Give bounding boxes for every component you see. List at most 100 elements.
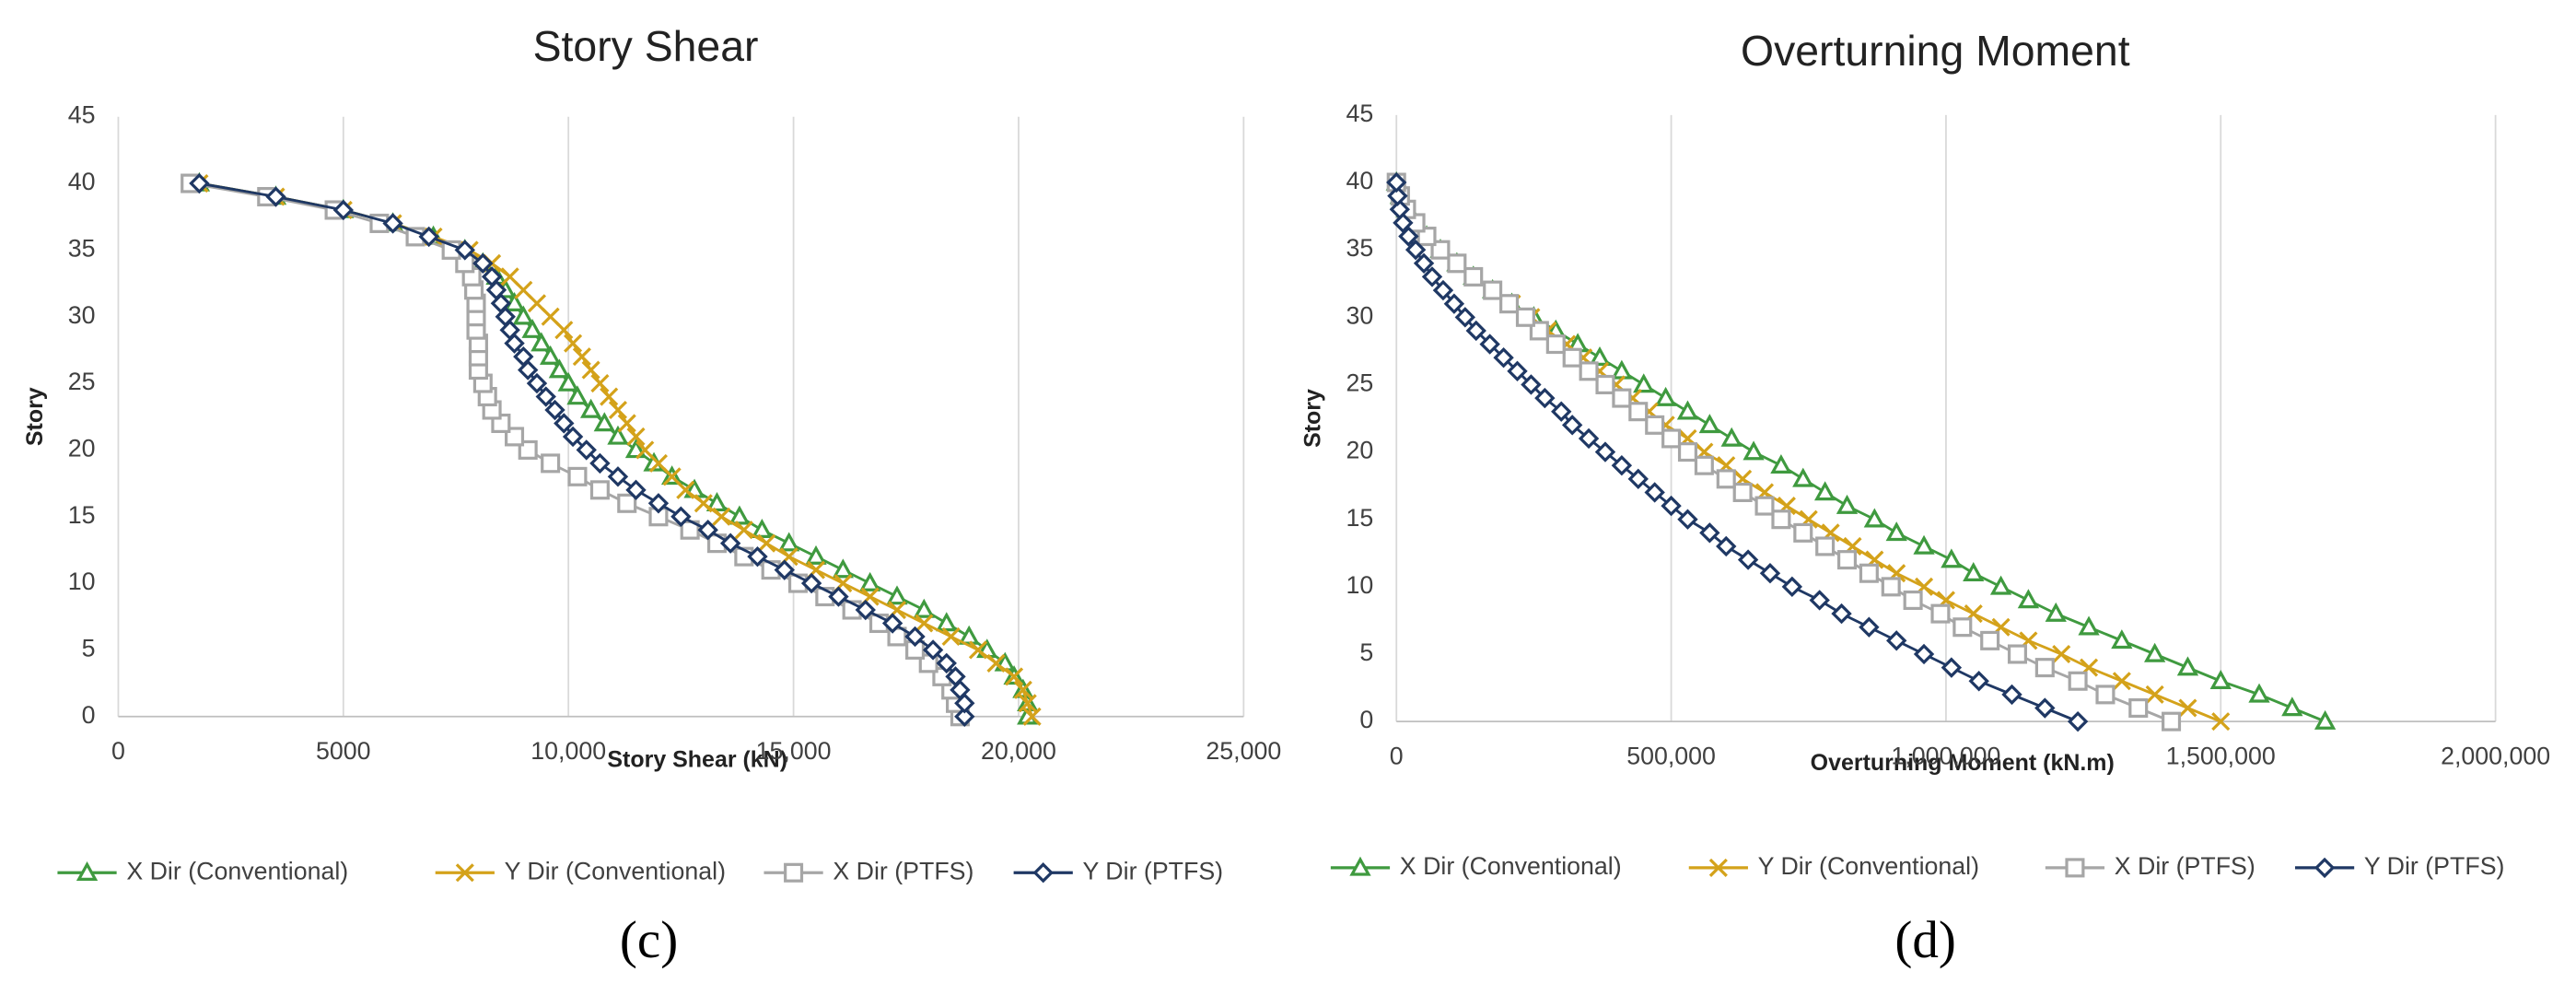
- marker: [1013, 680, 1032, 699]
- marker: [512, 305, 534, 325]
- marker: [2209, 670, 2232, 689]
- marker: [1699, 522, 1720, 544]
- y-tick-label: 25: [1346, 369, 1373, 397]
- y-tick-label: 20: [68, 434, 96, 462]
- marker: [2128, 697, 2149, 719]
- marker: [189, 172, 210, 194]
- marker: [1694, 455, 1714, 475]
- marker: [1562, 347, 1582, 368]
- marker: [2111, 629, 2133, 650]
- x-tick-label: 1,500,000: [2166, 742, 2276, 769]
- marker: [904, 626, 926, 648]
- marker: [2034, 658, 2055, 678]
- marker: [1720, 427, 1743, 447]
- marker: [1465, 320, 1486, 342]
- marker: [1831, 603, 1852, 625]
- marker: [1771, 509, 1791, 530]
- marker: [1578, 427, 1600, 450]
- marker: [617, 493, 637, 513]
- y-tick-label: 45: [1346, 100, 1373, 127]
- y-axis-label: Story: [1300, 389, 1326, 448]
- marker: [1963, 562, 1985, 581]
- y-tick-label: 15: [68, 501, 96, 529]
- marker: [915, 614, 934, 633]
- marker: [1022, 707, 1042, 726]
- marker: [544, 399, 565, 421]
- legend-marker: [455, 863, 474, 883]
- marker: [1521, 374, 1542, 395]
- x-tick-label: 20,000: [981, 737, 1056, 765]
- legend-marker: [76, 861, 99, 881]
- marker: [968, 640, 988, 660]
- marker: [1661, 495, 1682, 517]
- marker: [1551, 401, 1572, 422]
- marker: [1737, 549, 1759, 570]
- legend-label: Y Dir (Conventional): [1758, 852, 1979, 880]
- legend-marker: [784, 862, 804, 883]
- marker: [1813, 481, 1836, 501]
- marker: [945, 666, 966, 687]
- marker: [1627, 468, 1649, 490]
- caption: (d): [1894, 911, 1956, 969]
- marker: [1677, 509, 1698, 530]
- y-tick-label: 25: [68, 368, 96, 395]
- y-tick-label: 20: [1346, 437, 1373, 464]
- marker: [1836, 494, 1859, 514]
- marker: [1493, 347, 1514, 369]
- marker: [1612, 388, 1632, 408]
- y-tick-label: 45: [68, 101, 96, 129]
- marker: [1611, 359, 1633, 380]
- marker: [1930, 603, 1951, 624]
- marker: [1903, 590, 1923, 611]
- marker: [1913, 643, 1935, 665]
- marker: [1781, 576, 1803, 598]
- marker: [729, 505, 751, 525]
- marker: [1677, 442, 1697, 462]
- marker: [1386, 171, 1407, 193]
- marker: [1809, 590, 1830, 611]
- marker: [2144, 642, 2166, 662]
- marker: [608, 400, 628, 420]
- marker: [521, 318, 543, 338]
- marker: [913, 598, 935, 618]
- marker: [2067, 710, 2089, 732]
- marker: [958, 625, 980, 645]
- marker: [541, 453, 561, 474]
- marker: [2281, 696, 2303, 717]
- marker: [1770, 453, 1792, 474]
- y-tick-label: 15: [1346, 504, 1373, 532]
- marker: [539, 345, 562, 365]
- marker: [617, 414, 636, 433]
- marker: [936, 612, 958, 632]
- marker: [2045, 602, 2067, 622]
- marker: [481, 266, 503, 287]
- y-tick-label: 35: [68, 234, 96, 262]
- series-line: [1394, 181, 2326, 723]
- legend-marker: [1708, 858, 1728, 877]
- x-tick-label: 0: [111, 737, 125, 765]
- marker: [1628, 402, 1649, 422]
- marker: [881, 613, 903, 634]
- marker: [418, 226, 439, 248]
- marker: [1743, 440, 1765, 461]
- marker: [751, 518, 774, 538]
- marker: [1421, 266, 1443, 287]
- marker: [1594, 441, 1616, 462]
- marker: [1716, 535, 1737, 557]
- marker: [564, 334, 583, 353]
- y-tick-label: 5: [1359, 638, 1373, 666]
- marker: [1561, 415, 1583, 436]
- marker: [1545, 334, 1566, 355]
- marker: [581, 360, 600, 380]
- y-tick-label: 35: [1346, 234, 1373, 262]
- marker: [855, 599, 876, 621]
- marker: [2211, 712, 2231, 732]
- marker: [1792, 467, 1814, 487]
- marker: [1759, 563, 1781, 584]
- marker: [535, 386, 556, 407]
- marker: [805, 544, 827, 565]
- marker: [1654, 386, 1677, 406]
- legend-label: Y Dir (PTFS): [1083, 857, 1224, 884]
- marker: [562, 426, 584, 448]
- legend-label: Y Dir (Conventional): [505, 857, 726, 884]
